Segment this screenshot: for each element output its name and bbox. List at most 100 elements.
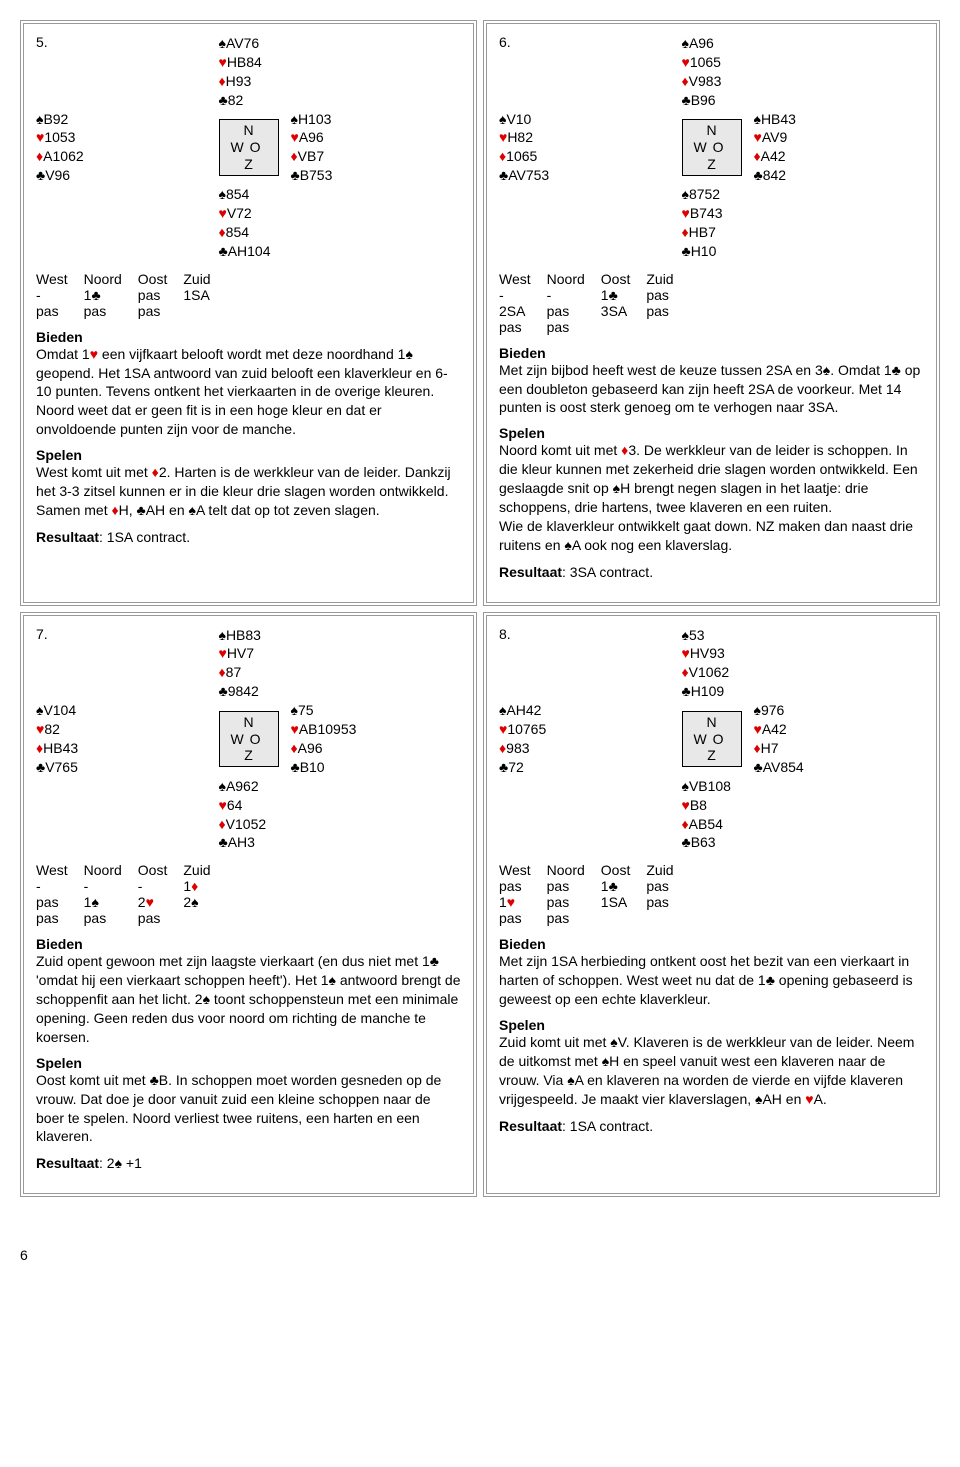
bid-cell <box>601 319 647 335</box>
club-suit-icon: ♣ <box>150 1072 159 1088</box>
spade-suit-icon: ♠ <box>291 702 298 718</box>
hand-row: ♥10765 <box>499 720 670 739</box>
bid-row: pas1♠2♥2♠ <box>36 894 227 910</box>
hand-cards: VB7 <box>298 148 324 164</box>
deal-cell: 8.♠53♥HV93♦V1062♣H109♠AH42♥10765♦983♣72N… <box>483 612 940 1198</box>
hand-cards: 983 <box>506 740 529 756</box>
hand-row: ♣H109 <box>682 682 742 701</box>
hand-cards: B92 <box>43 111 68 127</box>
hand-row: ♣V765 <box>36 758 207 777</box>
bidding-table: WestNoordOostZuid--1♣pas2SApas3SApaspasp… <box>499 271 690 335</box>
deal-cell: 7.♠HB83♥HV7♦87♣9842♠V104♥82♦HB43♣V765NWO… <box>20 612 477 1198</box>
hand-row: ♦87 <box>219 663 279 682</box>
spade-suit-icon: ♠ <box>115 1155 122 1171</box>
club-suit-icon: ♣ <box>682 243 691 259</box>
spelen-heading: Spelen <box>499 425 924 441</box>
bieden-text: Met zijn bijbod heeft west de keuze tuss… <box>499 361 924 418</box>
bid-header: Zuid <box>183 271 226 287</box>
bid-cell: 2♠ <box>183 894 226 910</box>
hand-cards: 10765 <box>507 721 546 737</box>
club-suit-icon: ♣ <box>219 92 228 108</box>
bid-cell: pas <box>547 303 601 319</box>
bid-cell: 1♣ <box>601 287 647 303</box>
hand-cards: V104 <box>43 702 76 718</box>
hand-cards: 854 <box>226 224 249 240</box>
bid-cell: - <box>36 878 84 894</box>
diamond-suit-icon: ♦ <box>219 73 226 89</box>
bid-cell: pas <box>547 878 601 894</box>
bid-cell: 2♥ <box>138 894 184 910</box>
hand-cards: V72 <box>227 205 252 221</box>
hand-row: ♦983 <box>499 739 670 758</box>
bid-header: West <box>36 862 84 878</box>
club-suit-icon: ♣ <box>682 834 691 850</box>
hand-cards: A1062 <box>43 148 83 164</box>
hand-cards: 87 <box>226 664 242 680</box>
spade-suit-icon: ♠ <box>613 480 620 496</box>
bid-cell: pas <box>84 303 138 319</box>
hand-row: ♣82 <box>219 91 279 110</box>
bidding-table: WestNoordOostZuidpaspas1♣pas1♥pas1SApasp… <box>499 862 690 926</box>
bid-header: West <box>36 271 84 287</box>
hand-cards: HB43 <box>43 740 78 756</box>
hand-row: ♣V96 <box>36 166 207 185</box>
heart-suit-icon: ♥ <box>682 797 690 813</box>
club-suit-icon: ♣ <box>766 972 775 988</box>
hand-cards: 8752 <box>689 186 720 202</box>
bieden-text: Omdat 1♥ een vijfkaart belooft wordt met… <box>36 345 461 439</box>
hand-row: ♣B96 <box>682 91 742 110</box>
hand-cards: H7 <box>761 740 779 756</box>
resultaat-text: Resultaat: 1SA contract. <box>36 528 461 547</box>
spade-suit-icon: ♠ <box>567 1072 574 1088</box>
spade-suit-icon: ♠ <box>682 778 689 794</box>
hand-east: ♠75♥AB10953♦A96♣B10 <box>291 701 462 777</box>
heart-suit-icon: ♥ <box>805 1091 813 1107</box>
heart-suit-icon: ♥ <box>291 721 299 737</box>
hand-cards: 976 <box>761 702 784 718</box>
diamond-suit-icon: ♦ <box>219 816 226 832</box>
hand-west: ♠AH42♥10765♦983♣72 <box>499 701 670 777</box>
hand-cards: V765 <box>45 759 78 775</box>
spade-suit-icon: ♠ <box>610 1034 617 1050</box>
heart-suit-icon: ♥ <box>754 721 762 737</box>
hand-row: ♥1053 <box>36 128 207 147</box>
diamond-suit-icon: ♦ <box>682 816 689 832</box>
bid-cell <box>646 319 689 335</box>
hand-row: ♦V1062 <box>682 663 742 682</box>
hand-cards: A96 <box>299 129 324 145</box>
hand-cards: A42 <box>762 721 787 737</box>
diamond-suit-icon: ♦ <box>621 442 628 458</box>
compass-wo: WO <box>691 731 733 748</box>
hand-cards: 1065 <box>506 148 537 164</box>
hand-cards: AB54 <box>689 816 723 832</box>
bid-cell: pas <box>547 319 601 335</box>
hand-row: ♦V983 <box>682 72 742 91</box>
deal-number: 8. <box>499 626 670 642</box>
hand-row: ♥B8 <box>682 796 742 815</box>
compass-n: N <box>228 122 270 139</box>
hand-cards: AV854 <box>763 759 804 775</box>
hand-row: ♥B743 <box>682 204 742 223</box>
hand-cards: 82 <box>44 721 60 737</box>
spade-suit-icon: ♠ <box>823 362 830 378</box>
diamond-suit-icon: ♦ <box>219 224 226 240</box>
hand-cards: AV76 <box>226 35 259 51</box>
club-suit-icon: ♣ <box>892 362 901 378</box>
bid-header: Noord <box>84 862 138 878</box>
hand-cards: AB10953 <box>299 721 357 737</box>
club-suit-icon: ♣ <box>609 878 618 894</box>
hand-cards: A96 <box>689 35 714 51</box>
hand-row: ♣B10 <box>291 758 462 777</box>
spade-suit-icon: ♠ <box>219 778 226 794</box>
bid-cell: 1♣ <box>84 287 138 303</box>
hand-north: ♠A96♥1065♦V983♣B96 <box>682 34 742 110</box>
hand-row: ♣B63 <box>682 833 742 852</box>
heart-suit-icon: ♥ <box>219 54 227 70</box>
hand-row: ♣72 <box>499 758 670 777</box>
spade-suit-icon: ♠ <box>682 186 689 202</box>
bid-cell: 3SA <box>601 303 647 319</box>
bid-header: Zuid <box>183 862 226 878</box>
heart-suit-icon: ♥ <box>682 54 690 70</box>
compass-wo: WO <box>228 139 270 156</box>
deal-number: 7. <box>36 626 207 642</box>
